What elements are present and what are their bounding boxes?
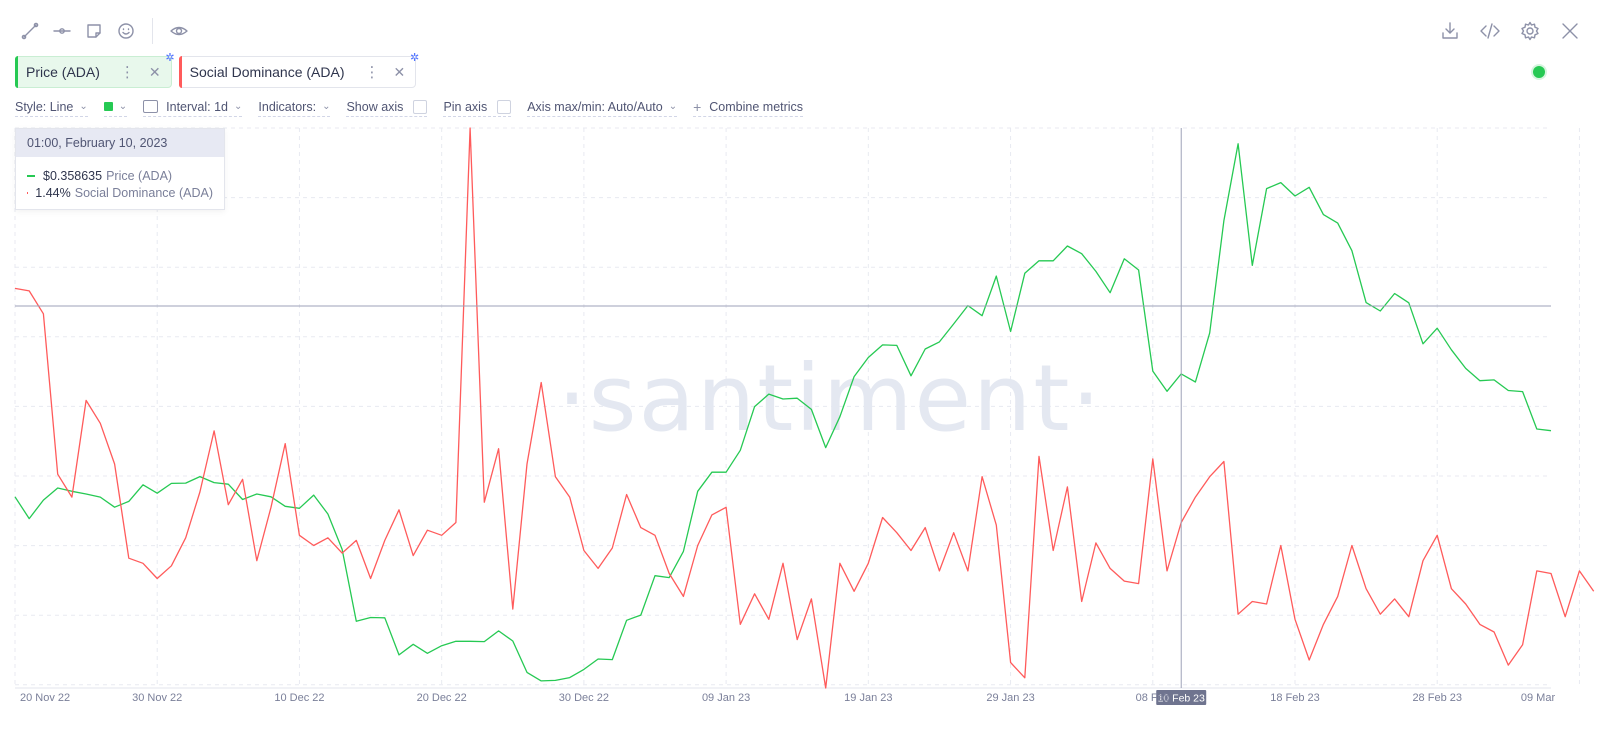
chart-lines xyxy=(14,127,1595,689)
chevron-down-icon: ⌄ xyxy=(118,101,128,112)
emoji-icon[interactable] xyxy=(114,18,138,44)
metric-settings-bar: Style: Line ⌄ ⌄ Interval: 1d ⌄ Indicator… xyxy=(15,97,819,117)
x-tick-label: 09 Mar xyxy=(1521,692,1556,704)
toolbar-divider xyxy=(152,18,153,44)
crosshair-date-label: 10 Feb 23 xyxy=(1158,693,1205,705)
metric-label: Social Dominance (ADA) xyxy=(189,64,345,80)
metric-chips: Price (ADA) ⋮ ✕ ✲ Social Dominance (ADA)… xyxy=(15,52,419,88)
x-tick-label: 18 Feb 23 xyxy=(1270,692,1320,704)
tooltip-value: 1.44% xyxy=(35,185,71,200)
chevron-down-icon: ⌄ xyxy=(234,101,243,112)
horizontal-ray-icon[interactable] xyxy=(50,18,74,44)
x-tick-label: 10 Dec 22 xyxy=(274,692,324,704)
metric-color-bar xyxy=(178,56,182,88)
tooltip-row-social-dominance: 1.44% Social Dominance (ADA) xyxy=(27,184,213,201)
axis-maxmin-select[interactable]: Axis max/min: Auto/Auto ⌄ xyxy=(527,97,678,117)
show-axis-toggle[interactable]: Show axis xyxy=(346,97,428,117)
crosshair-date-badge xyxy=(1156,690,1207,705)
live-status-indicator xyxy=(1533,66,1545,78)
more-options-icon[interactable]: ⋮ xyxy=(119,64,135,81)
indicators-select[interactable]: Indicators: ⌄ xyxy=(258,97,331,117)
line-tool-icon[interactable] xyxy=(18,18,42,44)
tooltip-value: $0.358635 xyxy=(43,168,103,183)
crosshair: 10 Feb 23 xyxy=(15,128,1551,705)
settings-gear-icon[interactable] xyxy=(1518,18,1542,44)
interval-label: Interval: 1d xyxy=(166,99,228,114)
show-axis-checkbox[interactable] xyxy=(413,99,428,114)
chevron-down-icon: ⌄ xyxy=(668,101,678,112)
axis-maxmin-label: Axis max/min: Auto/Auto xyxy=(527,99,663,114)
x-tick-label: 08 Feb xyxy=(1136,692,1170,704)
more-options-icon[interactable]: ⋮ xyxy=(364,64,380,81)
x-tick-label: 28 Feb 23 xyxy=(1412,692,1462,704)
series-color-line xyxy=(27,174,35,177)
x-axis-ticks: 20 Nov 22 30 Nov 22 10 Dec 22 20 Dec 22 30 D… xyxy=(20,692,1555,704)
chart-tooltip: 01:00, February 10, 2023 $0.358635 Price… xyxy=(15,128,225,210)
metric-chip-price[interactable]: Price (ADA) ⋮ ✕ ✲ xyxy=(15,52,175,88)
pin-axis-checkbox[interactable] xyxy=(497,99,512,114)
x-tick-label: 20 Nov 22 xyxy=(20,692,70,704)
metric-chip-social-dominance[interactable]: Social Dominance (ADA) ⋮ ✕ ✲ xyxy=(178,52,419,88)
metric-settings-icon[interactable]: ✲ xyxy=(165,52,175,64)
chevron-down-icon: ⌄ xyxy=(322,101,331,112)
remove-metric-icon[interactable]: ✕ xyxy=(393,63,406,80)
x-tick-label: 29 Jan 23 xyxy=(986,692,1034,704)
pin-axis-toggle[interactable]: Pin axis xyxy=(443,97,512,117)
chart-actions xyxy=(1438,18,1582,44)
interval-icon xyxy=(143,100,159,113)
x-tick-label: 20 Dec 22 xyxy=(417,692,467,704)
eye-icon[interactable] xyxy=(167,18,191,44)
color-swatch xyxy=(103,102,113,111)
interval-select[interactable]: Interval: 1d ⌄ xyxy=(143,97,243,117)
color-select[interactable]: ⌄ xyxy=(103,97,128,117)
pin-axis-label: Pin axis xyxy=(443,99,488,114)
show-axis-label: Show axis xyxy=(346,99,404,114)
tooltip-series-name: Social Dominance (ADA) xyxy=(74,185,213,200)
watermark: ·santiment· xyxy=(557,345,1102,452)
metric-color-bar xyxy=(15,56,18,88)
metric-label: Price (ADA) xyxy=(26,64,100,80)
series-line-price xyxy=(14,143,1552,682)
remove-metric-icon[interactable]: ✕ xyxy=(148,63,161,80)
indicators-label: Indicators: xyxy=(258,99,317,114)
series-line-social-dominance xyxy=(14,127,1595,689)
drawing-toolbar xyxy=(18,18,191,44)
download-icon[interactable] xyxy=(1438,18,1462,44)
sticky-note-icon[interactable] xyxy=(82,18,106,44)
style-select[interactable]: Style: Line ⌄ xyxy=(15,97,88,117)
x-tick-label: 30 Nov 22 xyxy=(132,692,182,704)
x-tick-label: 19 Jan 23 xyxy=(844,692,892,704)
combine-metrics-label: Combine metrics xyxy=(709,99,804,114)
x-tick-label: 30 Dec 22 xyxy=(559,692,609,704)
combine-metrics-button[interactable]: + Combine metrics xyxy=(693,97,804,117)
tooltip-series-name: Price (ADA) xyxy=(106,168,173,183)
style-label: Style: Line xyxy=(15,99,74,114)
embed-code-icon[interactable] xyxy=(1478,18,1502,44)
x-tick-label: 09 Jan 23 xyxy=(702,692,750,704)
close-icon[interactable] xyxy=(1558,18,1582,44)
metric-settings-icon[interactable]: ✲ xyxy=(410,52,420,64)
plus-icon: + xyxy=(693,98,702,115)
tooltip-date: 01:00, February 10, 2023 xyxy=(16,129,224,157)
chart-grid xyxy=(14,127,1580,689)
chevron-down-icon: ⌄ xyxy=(79,101,88,112)
tooltip-row-price: $0.358635 Price (ADA) xyxy=(27,167,213,184)
